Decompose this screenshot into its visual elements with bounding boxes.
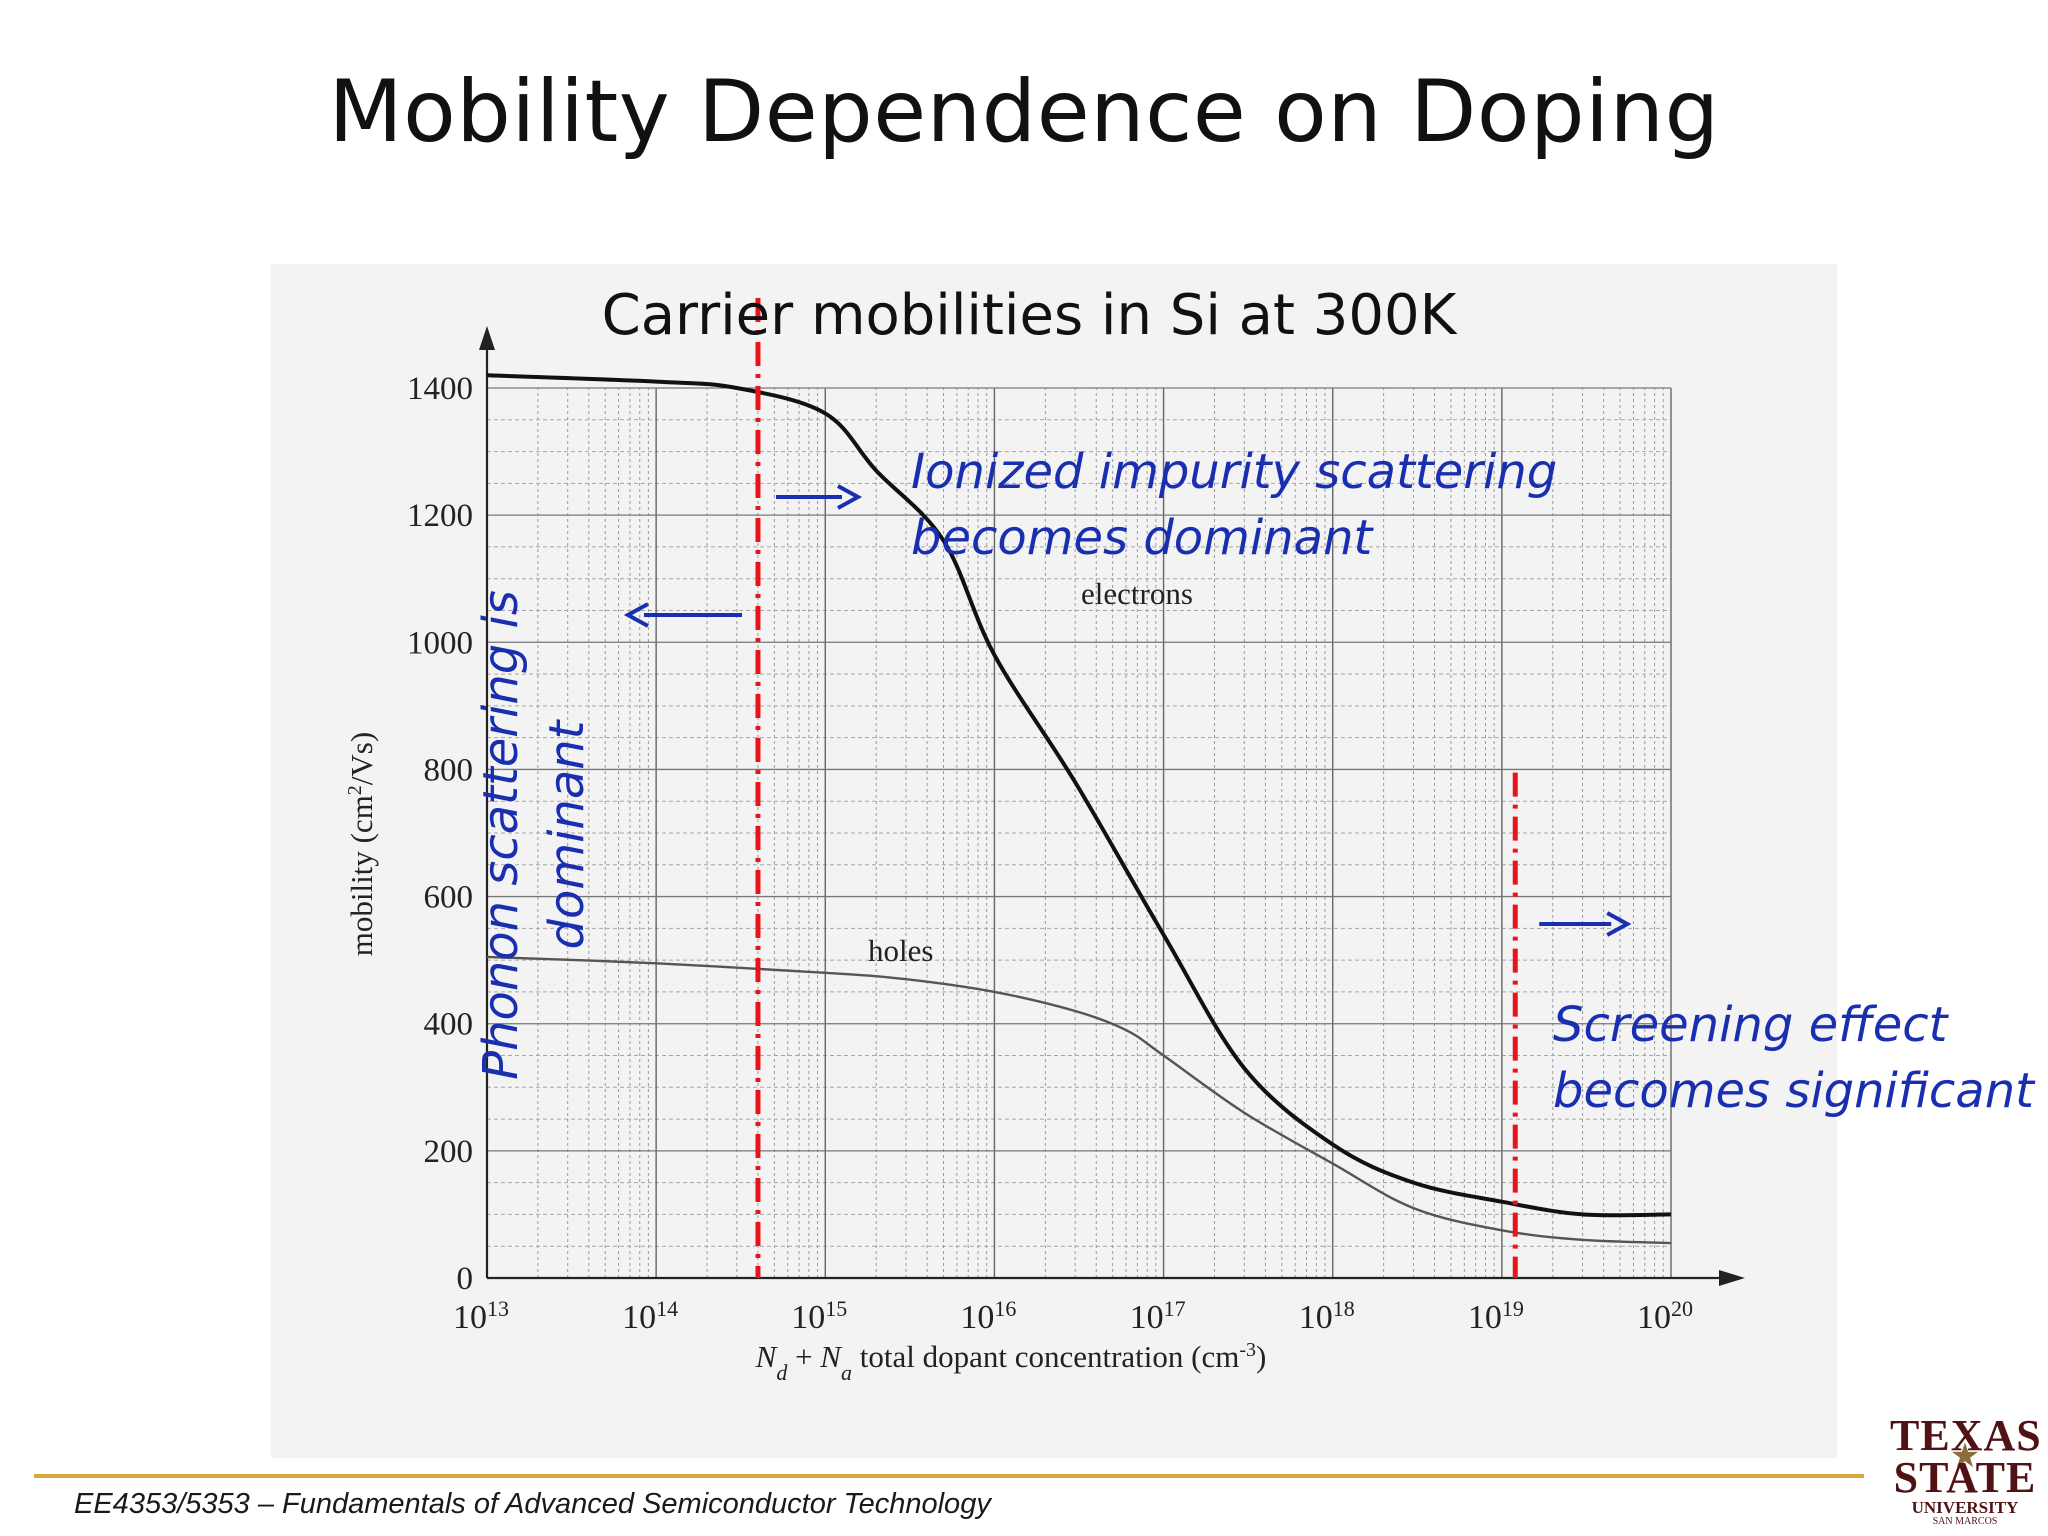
footer-course: EE4353/5353 bbox=[74, 1488, 250, 1520]
chart-title: Carrier mobilities in Si at 300K bbox=[602, 283, 1458, 348]
x-tick-label: 1018 bbox=[1299, 1296, 1355, 1337]
footer-separator: – bbox=[249, 1488, 283, 1520]
y-tick-label: 200 bbox=[424, 1134, 474, 1170]
footer-subject: Fundamentals of Advanced Semiconductor T… bbox=[282, 1488, 991, 1520]
x-tick-label: 1013 bbox=[453, 1296, 509, 1337]
series-line-holes bbox=[486, 955, 1672, 1245]
x-tick-label: 1014 bbox=[622, 1296, 678, 1337]
footer-text: EE4353/5353 – Fundamentals of Advanced S… bbox=[74, 1488, 991, 1521]
annotation-screening: Screening effect becomes significant bbox=[1553, 997, 2034, 1119]
x-tick-label: 1017 bbox=[1130, 1296, 1186, 1337]
x-tick-label: 1020 bbox=[1637, 1296, 1693, 1337]
x-tick-label: 1016 bbox=[960, 1296, 1016, 1337]
y-tick-label: 400 bbox=[424, 1007, 474, 1043]
y-tick-label: 1200 bbox=[407, 498, 473, 534]
y-axis-arrow-icon bbox=[479, 326, 495, 350]
slide-title: Mobility Dependence on Doping bbox=[328, 62, 1720, 162]
arrow-right-icon-screening-head bbox=[1606, 911, 1632, 937]
arrow-left-icon-head bbox=[623, 602, 649, 628]
annotation-phonon: Phonon scattering is dominant bbox=[473, 590, 595, 1080]
arrow-right-icon-head bbox=[837, 484, 863, 510]
y-tick-label: 1400 bbox=[407, 371, 473, 407]
y-tick-label: 600 bbox=[424, 880, 474, 916]
footer-divider bbox=[34, 1474, 1864, 1478]
series-label-electrons: electrons bbox=[1081, 576, 1193, 611]
series-label-holes: holes bbox=[868, 933, 933, 968]
star-icon: ★ bbox=[1949, 1438, 1981, 1475]
x-tick-label: 1015 bbox=[791, 1296, 847, 1337]
mobility-chart: 0 200 400 600 800 1000 1200 1400 1013 1014 1015 101… bbox=[344, 283, 1745, 1385]
y-axis-label: mobility (cm2/Vs) bbox=[344, 732, 379, 956]
y-tick-label: 0 bbox=[457, 1261, 474, 1297]
x-axis-arrow-icon bbox=[1719, 1270, 1745, 1286]
university-logo: TEXAS ★ STATE UNIVERSITY SAN MARCOS bbox=[1890, 1411, 2042, 1527]
annotation-ionized: Ionized impurity scattering becomes domi… bbox=[911, 444, 1558, 566]
y-tick-label: 1000 bbox=[407, 625, 473, 661]
series-line-electrons bbox=[486, 373, 1672, 1218]
y-tick-label: 800 bbox=[424, 752, 474, 788]
x-tick-label: 1019 bbox=[1468, 1296, 1524, 1337]
x-axis-label: Nd + Na total dopant concentration (cm-3… bbox=[755, 1339, 1267, 1385]
chart-figure: 0 200 400 600 800 1000 1200 1400 1013 1014 1015 101… bbox=[271, 264, 2034, 1458]
